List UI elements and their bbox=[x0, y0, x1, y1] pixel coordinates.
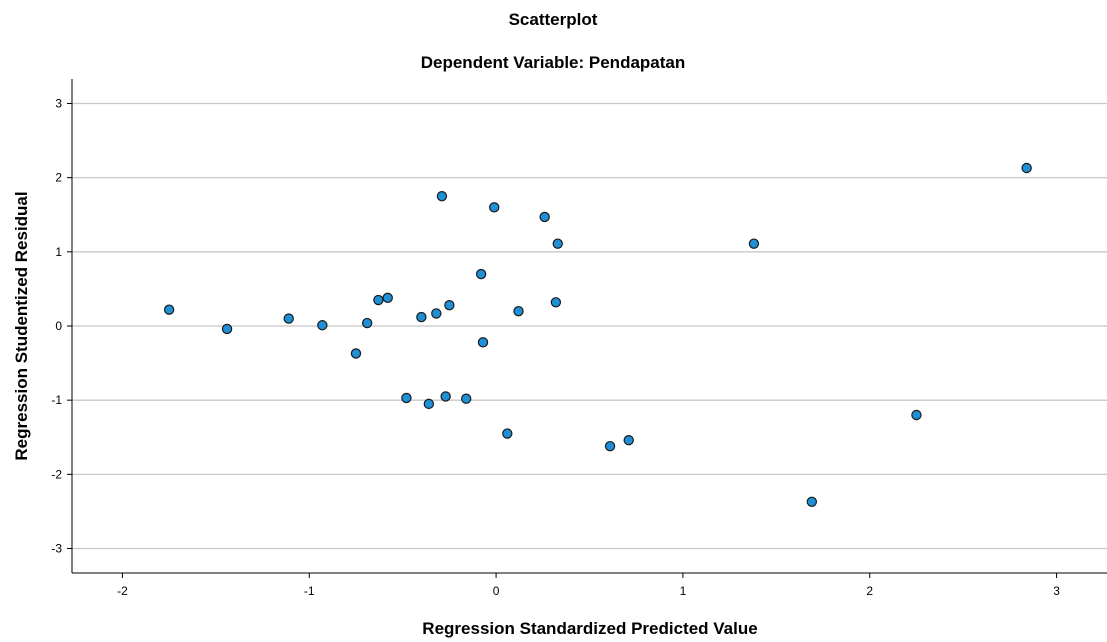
data-point-1 bbox=[221, 323, 233, 335]
data-point-18 bbox=[489, 202, 500, 213]
data-point-6 bbox=[373, 294, 384, 306]
y-tick-label-3: 0 bbox=[55, 319, 62, 333]
data-point-28 bbox=[911, 409, 922, 421]
data-point-10 bbox=[423, 398, 435, 410]
data-point-12 bbox=[436, 190, 448, 202]
x-tick-labels: -2 -1 0 1 2 3 bbox=[117, 573, 1060, 598]
x-tick-label-2: 0 bbox=[493, 584, 500, 598]
data-point-17 bbox=[477, 337, 489, 348]
data-point-24 bbox=[604, 440, 616, 452]
data-point-4 bbox=[350, 348, 362, 359]
data-point-19 bbox=[502, 428, 513, 439]
data-point-16 bbox=[475, 268, 487, 280]
y-tick-label-2: -1 bbox=[51, 393, 62, 407]
chart-subtitle: Dependent Variable: Pendapatan bbox=[421, 53, 686, 72]
y-axis-label: Regression Studentized Residual bbox=[12, 191, 31, 460]
x-tick-label-0: -2 bbox=[117, 584, 128, 598]
y-tick-labels: -3 -2 -1 0 1 2 3 bbox=[51, 96, 72, 556]
x-axis-label: Regression Standardized Predicted Value bbox=[422, 619, 757, 638]
data-point-5 bbox=[361, 317, 373, 329]
data-point-25 bbox=[623, 435, 634, 446]
y-tick-label-1: -2 bbox=[51, 467, 62, 481]
x-tick-label-1: -1 bbox=[304, 584, 315, 598]
y-tick-label-6: 3 bbox=[55, 96, 62, 110]
gridlines bbox=[72, 102, 1107, 550]
data-point-15 bbox=[460, 393, 472, 404]
data-point-8 bbox=[401, 392, 412, 404]
y-tick-label-0: -3 bbox=[51, 542, 62, 556]
data-point-14 bbox=[444, 300, 455, 311]
data-point-26 bbox=[748, 238, 760, 249]
x-tick-label-3: 1 bbox=[680, 584, 687, 598]
data-point-11 bbox=[431, 308, 442, 319]
data-point-20 bbox=[513, 305, 524, 317]
y-tick-label-5: 2 bbox=[55, 171, 62, 185]
x-tick-label-5: 3 bbox=[1053, 584, 1060, 598]
y-tick-label-4: 1 bbox=[55, 245, 62, 259]
data-point-0 bbox=[163, 304, 175, 315]
x-tick-label-4: 2 bbox=[866, 584, 873, 598]
chart-title: Scatterplot bbox=[509, 10, 598, 29]
data-point-29 bbox=[1021, 162, 1032, 174]
data-point-9 bbox=[416, 311, 427, 323]
data-point-2 bbox=[283, 313, 294, 324]
data-points bbox=[163, 162, 1032, 507]
data-point-13 bbox=[440, 391, 451, 402]
data-point-7 bbox=[382, 292, 393, 304]
data-point-3 bbox=[317, 320, 328, 331]
data-point-27 bbox=[806, 496, 818, 507]
data-point-23 bbox=[552, 238, 563, 249]
data-point-22 bbox=[550, 297, 562, 308]
data-point-21 bbox=[539, 211, 550, 223]
